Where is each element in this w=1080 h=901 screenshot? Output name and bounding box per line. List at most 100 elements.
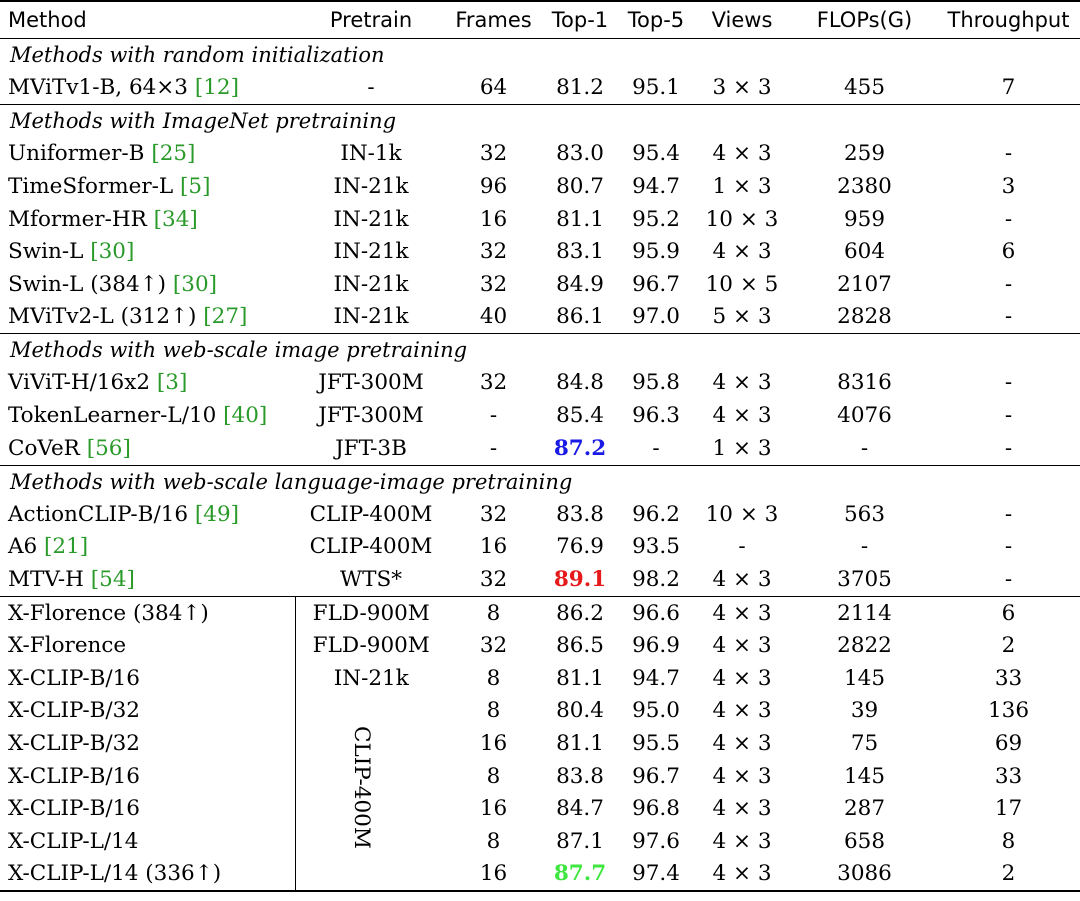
top1-value: 80.4 [556,698,604,724]
cell-top1: 83.8 [540,498,620,531]
citation-ref: [25] [151,141,196,167]
frames-value: - [489,435,498,461]
cell-pretrain: JFT-3B [295,432,447,465]
cell-method: A6 [21] [0,531,295,564]
cell-top5: 98.2 [620,564,692,597]
flops-value: 2114 [837,600,892,626]
pretrain-value: CLIP-400M [309,501,433,527]
views-value: 4 × 3 [712,567,772,593]
top1-value: 86.1 [556,304,604,330]
throughput-value: 7 [1001,75,1016,101]
citation-ref: [5] [180,173,211,199]
views-value: 4 × 3 [712,861,772,887]
table-row: X-CLIP-L/14 8 87.1 97.6 4 × 3 658 8 [0,825,1080,858]
table-row: X-Florence FLD-900M 32 86.5 96.9 4 × 3 2822 2 [0,629,1080,663]
cell-top5: 95.0 [620,695,692,728]
table-row: A6 [21] CLIP-400M 16 76.9 93.5 - - - [0,531,1080,564]
table-row: X-CLIP-B/16 8 83.8 96.7 4 × 3 145 33 [0,760,1080,793]
header-throughput: Throughput [937,0,1080,39]
cell-flops: 2822 [792,630,937,663]
top5-value: - [652,435,660,461]
method-name: MViTv1-B, 64×3 [8,75,195,101]
cell-frames: 16 [447,793,540,826]
table-row: MViTv1-B, 64×3 [12] - 64 81.2 95.1 3 × 3 455 7 [0,72,1080,105]
flops-value: 959 [843,206,886,232]
cell-frames: 32 [447,498,540,531]
table-row: Mformer-HR [34] IN-21k 16 81.1 95.2 10 × 3 959… [0,203,1080,236]
throughput-value: 69 [994,731,1023,757]
flops-value: 455 [843,75,886,101]
views-value: 10 × 5 [705,271,779,297]
table-row: CoVeR [56] JFT-3B - 87.2 - 1 × 3 - - [0,432,1080,465]
merged-pretrain-label: CLIP-400M [349,726,374,849]
frames-value: 16 [479,534,508,560]
views-value: 4 × 3 [712,141,772,167]
cell-pretrain: - [295,72,447,105]
cell-views: 4 × 3 [692,236,792,269]
cell-top5: - [620,432,692,465]
citation-ref: [21] [44,534,89,560]
cell-flops: 287 [792,793,937,826]
flops-value: 2822 [837,633,892,659]
throughput-value: - [1004,271,1013,297]
frames-value: 8 [486,600,501,626]
cell-top1: 86.5 [540,630,620,663]
flops-value: 287 [843,796,886,822]
cell-pretrain: IN-21k [294,662,447,695]
cell-top1: 89.1 [540,564,620,597]
views-value: 4 × 3 [712,665,772,691]
cell-flops: 2114 [792,596,937,630]
cell-top1: 83.0 [540,138,620,171]
top1-value: 84.7 [556,796,604,822]
method-name: TokenLearner-L/10 [8,403,224,429]
cell-frames: - [447,432,540,465]
top1-value: 83.0 [556,141,604,167]
flops-value: 4076 [837,403,892,429]
cell-views: 4 × 3 [692,695,792,728]
throughput-value: - [1004,534,1013,560]
throughput-value: - [1004,435,1013,461]
views-value: 4 × 3 [712,796,772,822]
cell-flops: - [792,432,937,465]
cell-top1: 80.4 [540,695,620,728]
cell-method: TokenLearner-L/10 [40] [0,400,295,433]
frames-value: 16 [479,861,508,887]
flops-value: 145 [843,665,886,691]
cell-frames: 32 [447,367,540,400]
frames-value: 8 [486,698,501,724]
cell-frames: 32 [447,564,540,597]
views-value: 4 × 3 [712,370,772,396]
top1-value: 86.5 [556,633,604,659]
cell-throughput: - [937,138,1080,171]
top1-value: 83.8 [556,501,604,527]
cell-method: MViTv1-B, 64×3 [12] [0,72,295,105]
cell-views: 4 × 3 [692,793,792,826]
frames-value: 16 [479,206,508,232]
section-heading: Methods with random initialization [0,37,1080,72]
cell-top1: 87.1 [540,825,620,858]
cell-frames: 8 [447,596,540,630]
header-row: Method Pretrain Frames Top-1 Top-5 Views… [0,0,1080,39]
cell-top1: 84.8 [540,367,620,400]
cell-flops: 455 [792,72,937,105]
cell-pretrain: JFT-300M [295,367,447,400]
cell-top1: 81.1 [540,727,620,760]
cell-views: 4 × 3 [692,400,792,433]
cell-top1: 76.9 [540,531,620,564]
flops-value: 658 [843,828,886,854]
method-name: X-CLIP-B/32 [8,731,140,757]
cell-top5: 95.4 [620,138,692,171]
frames-value: - [489,403,498,429]
cell-throughput: 2 [937,857,1080,893]
frames-value: 8 [486,665,501,691]
cell-method: X-CLIP-B/32 [0,695,295,728]
throughput-value: 2 [1001,633,1016,659]
top5-value: 95.1 [632,75,680,101]
pretrain-value: CLIP-400M [309,534,433,560]
cell-frames: 40 [447,301,540,334]
cell-flops: 3705 [792,564,937,597]
citation-ref: [49] [194,501,240,527]
citation-ref: [30] [90,239,135,265]
top5-value: 96.6 [632,600,680,626]
